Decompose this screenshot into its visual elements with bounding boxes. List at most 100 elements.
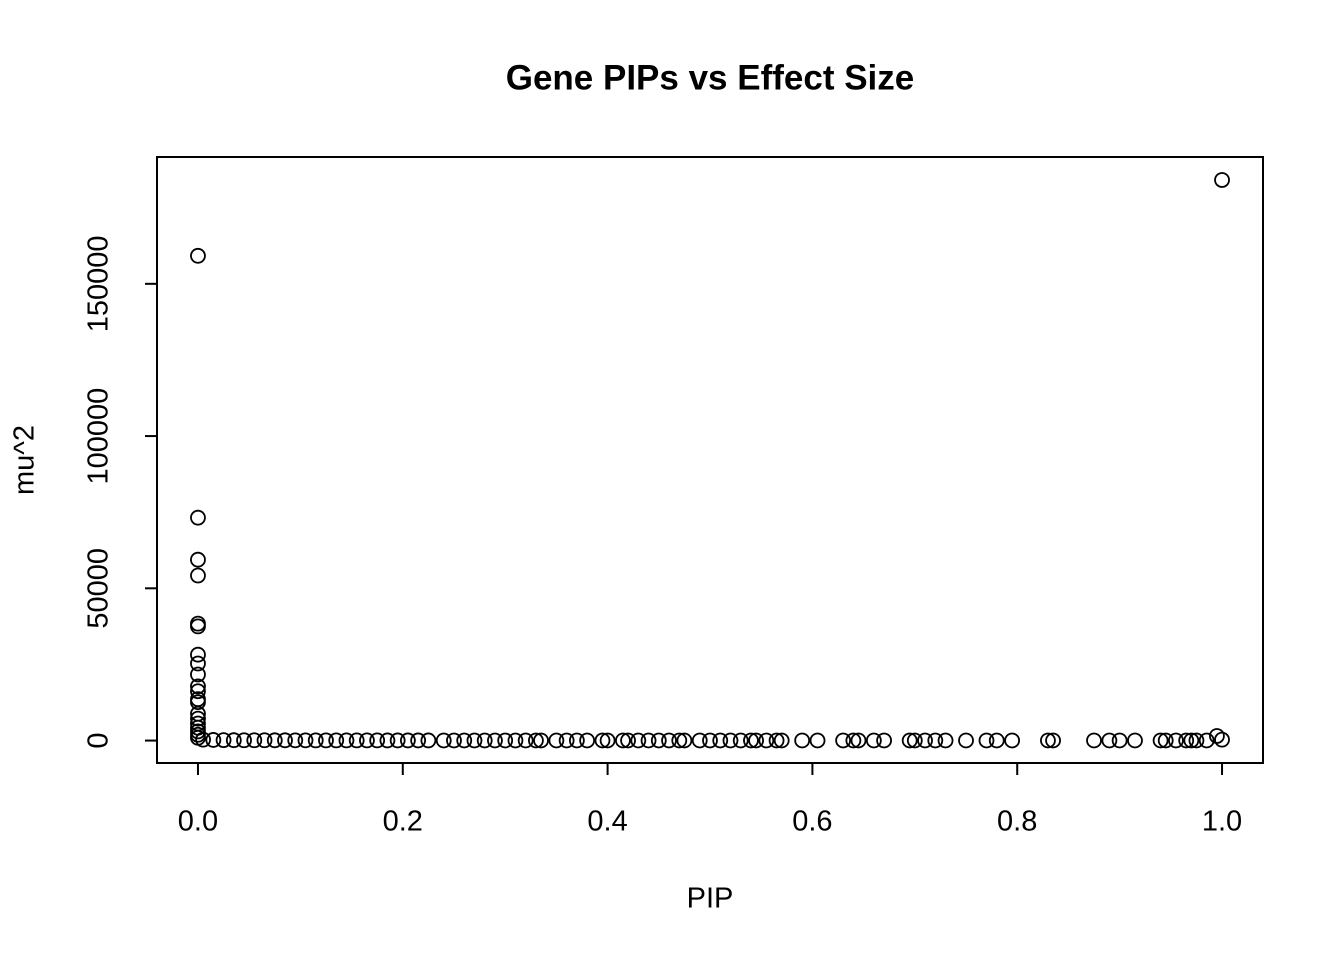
point	[1040, 732, 1056, 749]
point	[190, 678, 206, 695]
point	[190, 666, 206, 683]
point	[650, 732, 667, 749]
point	[1178, 732, 1195, 749]
point	[691, 732, 708, 749]
point	[266, 732, 283, 749]
y-tick-label: 50000	[83, 548, 115, 629]
point	[399, 732, 416, 749]
point	[958, 732, 974, 749]
point	[748, 732, 764, 749]
plot-frame	[156, 156, 1264, 764]
point	[533, 732, 549, 749]
point	[190, 694, 206, 711]
point	[835, 732, 852, 749]
point	[190, 509, 206, 526]
point	[369, 732, 386, 749]
point	[420, 732, 437, 749]
point	[446, 732, 462, 749]
point	[297, 732, 314, 749]
y-axis-label: mu^2	[9, 425, 41, 495]
point	[1127, 732, 1143, 749]
point	[205, 732, 222, 748]
point	[558, 732, 575, 749]
point	[1157, 732, 1174, 749]
point	[1045, 732, 1061, 749]
point	[456, 732, 473, 749]
point	[640, 732, 657, 749]
point	[225, 732, 242, 749]
point	[389, 732, 406, 749]
point	[1214, 731, 1230, 748]
point	[809, 732, 826, 749]
point	[318, 732, 334, 749]
point	[379, 732, 396, 749]
point	[702, 732, 718, 749]
point	[865, 732, 882, 749]
point	[328, 732, 345, 749]
point	[466, 732, 483, 749]
point	[850, 732, 867, 749]
point	[476, 732, 493, 749]
point	[359, 732, 375, 749]
point	[768, 732, 785, 749]
point	[661, 732, 677, 749]
point	[722, 732, 739, 749]
x-tick-label: 0.4	[587, 806, 627, 838]
x-tick-label: 0.2	[383, 806, 423, 838]
point	[1214, 172, 1230, 188]
point	[410, 732, 427, 749]
x-tick-label: 1.0	[1202, 806, 1242, 838]
point	[599, 732, 616, 749]
point	[1152, 732, 1169, 749]
point	[338, 732, 355, 749]
point	[712, 732, 729, 749]
point	[1188, 732, 1205, 749]
chart-title: Gene PIPs vs Effect Size	[506, 58, 915, 97]
point	[1198, 732, 1215, 749]
point	[236, 732, 252, 749]
y-tick-label: 0	[83, 732, 115, 748]
point	[517, 732, 534, 749]
point	[1168, 732, 1184, 749]
y-tick-label: 150000	[83, 235, 115, 332]
point	[190, 710, 206, 727]
point	[901, 732, 918, 749]
point	[927, 732, 944, 749]
point	[630, 732, 647, 749]
point	[190, 618, 206, 635]
point	[307, 732, 324, 749]
point	[773, 732, 790, 749]
x-axis-label: PIP	[687, 883, 734, 915]
point	[758, 732, 775, 749]
point	[794, 732, 811, 749]
point	[978, 732, 995, 749]
point	[594, 732, 611, 749]
y-tick-label: 100000	[83, 388, 115, 485]
point	[190, 551, 206, 568]
point	[743, 732, 759, 749]
point	[190, 655, 206, 672]
point	[497, 732, 514, 749]
point	[287, 732, 304, 749]
point	[676, 732, 693, 749]
point	[348, 732, 365, 749]
point	[190, 646, 206, 663]
point	[190, 683, 206, 700]
point	[435, 732, 452, 749]
point	[1004, 732, 1021, 749]
point	[246, 732, 263, 749]
point	[487, 732, 503, 749]
point	[906, 732, 923, 749]
point	[190, 247, 206, 264]
point	[579, 732, 596, 749]
point	[615, 732, 631, 749]
x-tick-label: 0.6	[792, 806, 832, 838]
point	[988, 732, 1005, 749]
point	[732, 732, 749, 749]
point	[1111, 732, 1128, 749]
point	[190, 567, 206, 584]
point	[528, 732, 544, 749]
point	[1101, 732, 1118, 749]
point	[277, 732, 293, 749]
